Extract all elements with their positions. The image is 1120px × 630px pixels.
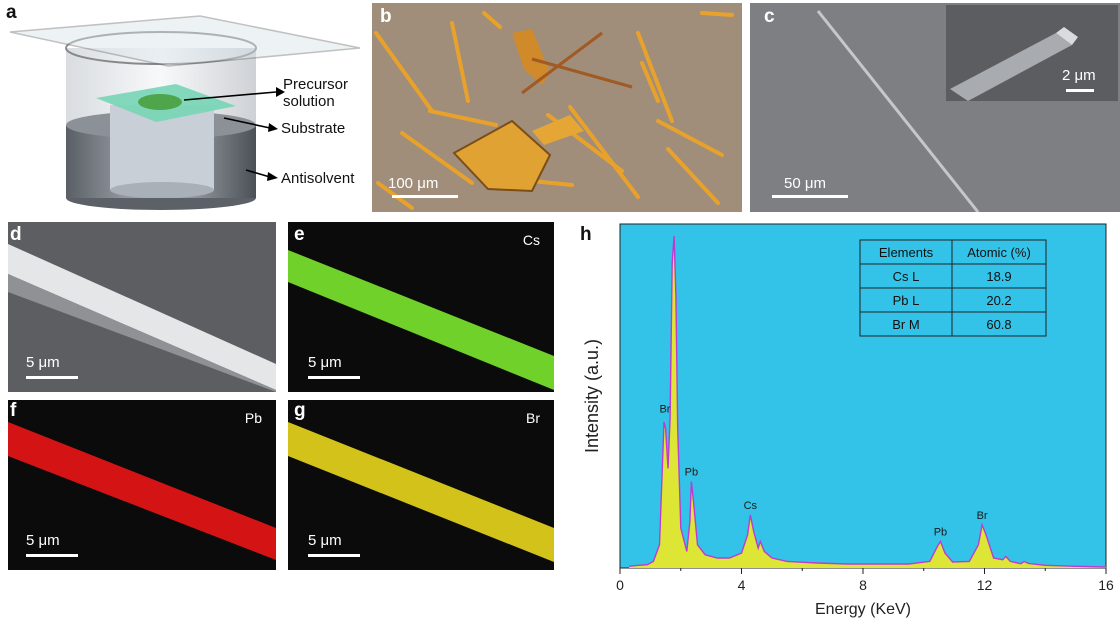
cs-map-wire (288, 250, 554, 390)
table-cell-3-1: 60.8 (986, 317, 1011, 332)
sem-micrograph (816, 5, 1118, 212)
panel-c: c 50 μm 2 μm (750, 3, 1120, 212)
panel-d-scale-label: 5 μm (26, 354, 60, 371)
panel-d-label: d (10, 224, 22, 245)
x-axis-label: Energy (KeV) (815, 601, 911, 618)
table-header-1: Atomic (%) (967, 245, 1031, 260)
panel-f-scale-bar (26, 554, 78, 557)
y-axis-label: Intensity (a.u.) (582, 339, 602, 453)
table-header-0: Elements (879, 245, 934, 260)
x-tick-label-16: 16 (1098, 577, 1114, 593)
panel-c-scale-label: 50 μm (784, 175, 826, 192)
spectrum-fill (629, 236, 1106, 568)
inset-scale-bar (1066, 89, 1094, 92)
panel-c-label: c (764, 6, 775, 27)
x-tick-label-4: 4 (738, 577, 746, 593)
panel-e-element: Cs (522, 232, 540, 248)
callout-precursor-line1: Precursor (283, 76, 349, 93)
x-tick-label-8: 8 (859, 577, 867, 593)
panel-e-scale-bar (308, 376, 360, 379)
peak-label-pb-3: Pb (934, 526, 947, 538)
table-cell-2-1: 20.2 (986, 293, 1011, 308)
panel-g-element: Br (526, 410, 540, 426)
panel-g-scale-bar (308, 554, 360, 557)
optical-micrograph (374, 11, 734, 210)
panel-a: a Precursor solution Substrate Antisolve… (0, 0, 368, 212)
peak-label-pb-1: Pb (685, 467, 698, 479)
panel-g: g Br 5 μm (288, 400, 554, 570)
pb-map-wire (8, 422, 276, 560)
table-cell-1-1: 18.9 (986, 269, 1011, 284)
panel-d-scale-bar (26, 376, 78, 379)
callout-substrate: Substrate (281, 120, 346, 137)
panel-g-label: g (294, 400, 306, 421)
panel-e-label: e (294, 224, 305, 245)
panel-d: d 5 μm (8, 222, 276, 392)
panel-b: b 100 μm (372, 3, 742, 212)
panel-b-scale-label: 100 μm (388, 175, 439, 192)
peak-label-cs-2: Cs (744, 500, 758, 512)
table-cell-3-0: Br M (892, 317, 919, 332)
panel-b-label: b (380, 6, 392, 27)
table-cell-2-0: Pb L (893, 293, 920, 308)
panel-a-label: a (6, 2, 17, 23)
panel-g-scale-label: 5 μm (308, 532, 342, 549)
br-map-wire (288, 422, 554, 562)
table-cell-1-0: Cs L (893, 269, 920, 284)
callout-precursor-line2: solution (283, 93, 335, 110)
panel-f: f Pb 5 μm (8, 400, 276, 570)
plot-area (619, 223, 1107, 569)
panel-f-label: f (10, 400, 17, 421)
sem-wire-closeup (8, 244, 276, 392)
panel-h-label: h (580, 224, 592, 245)
panel-b-scale-bar (392, 195, 458, 198)
x-tick-label-12: 12 (977, 577, 993, 593)
panel-c-scale-bar (772, 195, 848, 198)
spectrum-line (629, 235, 1107, 568)
panel-f-scale-label: 5 μm (26, 532, 60, 549)
eds-spectrum-chart: Br Pb Cs Pb Br 0 4 8 12 16 Energy (KeV) Intensity (… (582, 223, 1114, 618)
antisolvent-setup-schematic (9, 15, 361, 210)
callout-antisolvent: Antisolvent (281, 170, 355, 187)
inset-scale-label: 2 μm (1062, 67, 1096, 84)
peak-label-br-4: Br (977, 510, 988, 522)
panel-f-element: Pb (244, 410, 262, 426)
panel-e-scale-label: 5 μm (308, 354, 342, 371)
peak-label-br-0: Br (659, 404, 670, 416)
panel-h: h Br Pb Cs Pb Br 0 4 8 12 16 Energy (KeV) Intensity… (560, 216, 1120, 630)
callout-precursor-solution: Precursor solution (283, 76, 363, 110)
x-tick-label-0: 0 (616, 577, 624, 593)
panel-e: e Cs 5 μm (288, 222, 554, 392)
